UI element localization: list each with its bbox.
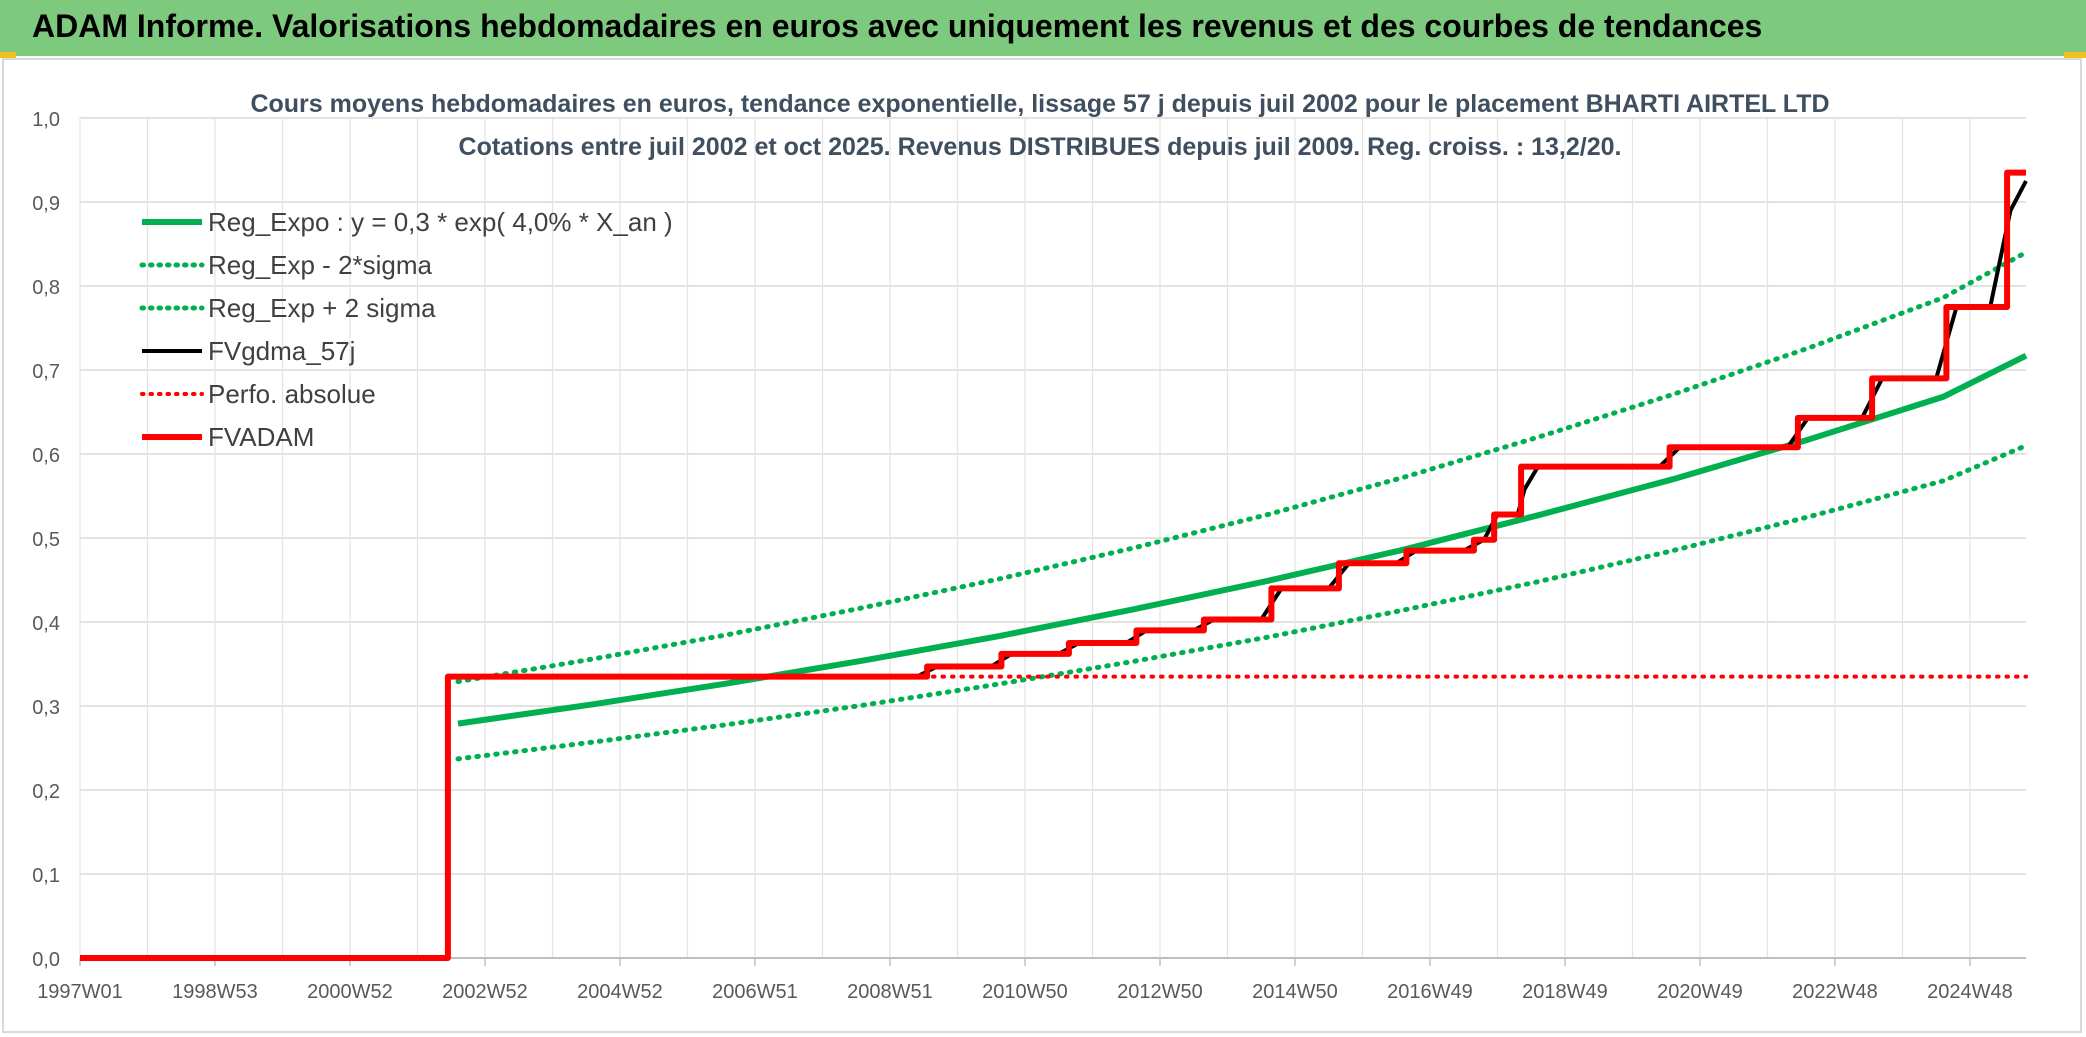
y-tick-label: 0,6 [32, 445, 60, 467]
x-tick-label: 2024W48 [1927, 981, 2013, 1003]
report-title: ADAM Informe. Valorisations hebdomadaire… [32, 8, 1763, 44]
plot-area [80, 169, 2029, 961]
x-tick-label: 1997W01 [37, 981, 123, 1003]
series-line [80, 169, 2026, 961]
y-tick-label: 0,1 [32, 865, 60, 887]
y-axis: 0,0 0,1 0,2 0,3 0,4 0,5 0,6 0,7 0,8 0,9 1,0 [32, 109, 60, 971]
chart-subtitle: Cotations entre juil 2002 et oct 2025. R… [459, 133, 1622, 161]
legend-label: Reg_Exp + 2 sigma [208, 293, 436, 323]
legend-label: Perfo. absolue [208, 379, 376, 409]
legend-label: FVADAM [208, 422, 314, 452]
corner-marker-left [0, 52, 16, 58]
series-line [457, 353, 2028, 727]
y-tick-label: 0,9 [32, 193, 60, 215]
legend-label: FVgdma_57j [208, 336, 355, 366]
y-tick-label: 0,5 [32, 529, 60, 551]
x-tick-label: 2000W52 [307, 981, 393, 1003]
grid-lines [79, 117, 2026, 959]
legend-label: Reg_Expo : y = 0,3 * exp( 4,0% * X_an ) [208, 207, 673, 237]
x-tick-label: 2014W50 [1252, 981, 1338, 1003]
x-axis: 1997W01 1998W53 2000W52 2002W52 2004W52 2006W… [37, 957, 2026, 1003]
series-line [455, 249, 2029, 685]
x-tick-label: 2008W51 [847, 981, 933, 1003]
x-tick-label: 2004W52 [577, 981, 663, 1003]
x-tick-label: 2016W49 [1387, 981, 1473, 1003]
x-tick-label: 2022W48 [1792, 981, 1878, 1003]
report-header: ADAM Informe. Valorisations hebdomadaire… [0, 0, 2086, 56]
legend-label: Reg_Exp - 2*sigma [208, 250, 433, 280]
y-tick-label: 0,3 [32, 697, 60, 719]
chart-title: Cours moyens hebdomadaires en euros, ten… [250, 90, 1829, 118]
x-tick-label: 1998W53 [172, 981, 258, 1003]
y-tick-label: 0,4 [32, 613, 60, 635]
corner-marker-right [2064, 52, 2086, 58]
y-tick-label: 0,2 [32, 781, 60, 803]
series-line [455, 443, 2029, 762]
y-tick-label: 0,0 [32, 949, 60, 971]
legend: Reg_Expo : y = 0,3 * exp( 4,0% * X_an ) R… [139, 207, 673, 452]
y-tick-label: 1,0 [32, 109, 60, 131]
x-tick-label: 2018W49 [1522, 981, 1608, 1003]
x-tick-label: 2020W49 [1657, 981, 1743, 1003]
x-tick-label: 2012W50 [1117, 981, 1203, 1003]
x-tick-label: 2010W50 [982, 981, 1068, 1003]
x-tick-label: 2002W52 [442, 981, 528, 1003]
y-tick-label: 0,8 [32, 277, 60, 299]
series-line [458, 180, 2028, 679]
chart-frame [2, 58, 2082, 1033]
y-tick-label: 0,7 [32, 361, 60, 383]
x-tick-label: 2006W51 [712, 981, 798, 1003]
